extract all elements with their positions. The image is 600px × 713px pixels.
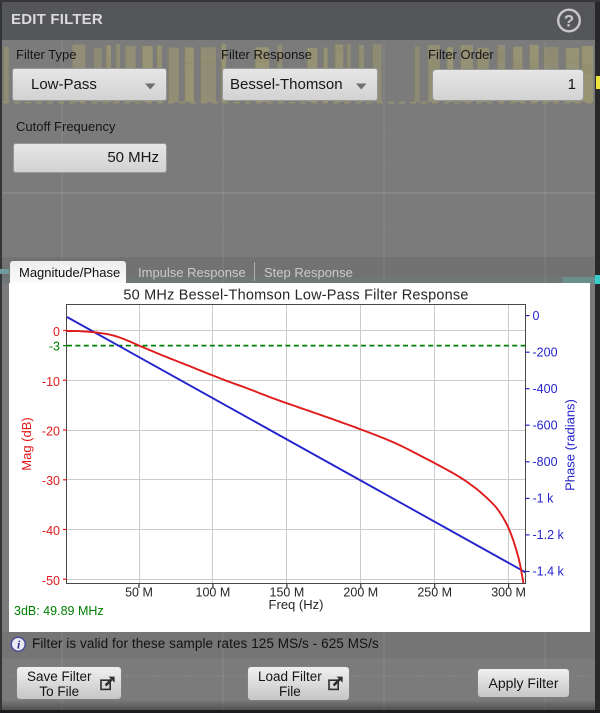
- svg-text:-40: -40: [42, 524, 60, 538]
- svg-text:50 M: 50 M: [125, 586, 153, 600]
- svg-text:Freq (Hz): Freq (Hz): [269, 597, 324, 612]
- svg-text:-1.4 k: -1.4 k: [533, 565, 565, 579]
- svg-text:0: 0: [533, 309, 540, 323]
- svg-text:100 M: 100 M: [196, 586, 231, 600]
- svg-text:-200: -200: [533, 345, 558, 359]
- svg-text:-20: -20: [42, 425, 60, 439]
- svg-text:-400: -400: [533, 382, 558, 396]
- svg-text:-30: -30: [42, 474, 60, 488]
- svg-text:50 MHz Bessel-Thomson Low-Pass: 50 MHz Bessel-Thomson Low-Pass Filter Re…: [123, 288, 468, 304]
- svg-text:Mag (dB): Mag (dB): [19, 417, 34, 470]
- svg-text:300 M: 300 M: [491, 586, 526, 600]
- svg-text:200 M: 200 M: [343, 586, 378, 600]
- svg-text:?: ?: [564, 12, 574, 31]
- svg-text:-10: -10: [42, 375, 60, 389]
- svg-text:-3: -3: [49, 340, 60, 354]
- svg-text:150 M: 150 M: [270, 586, 305, 600]
- svg-text:0: 0: [53, 325, 60, 339]
- svg-text:Phase (radians): Phase (radians): [563, 399, 578, 491]
- svg-text:-800: -800: [533, 455, 558, 469]
- svg-text:-600: -600: [533, 418, 558, 432]
- svg-text:3dB: 49.89 MHz: 3dB: 49.89 MHz: [14, 604, 104, 618]
- svg-text:-1 k: -1 k: [533, 492, 555, 506]
- svg-text:i: i: [17, 638, 21, 652]
- svg-text:250 M: 250 M: [417, 586, 452, 600]
- svg-text:-50: -50: [42, 574, 60, 588]
- svg-text:-1.2 k: -1.2 k: [533, 528, 565, 542]
